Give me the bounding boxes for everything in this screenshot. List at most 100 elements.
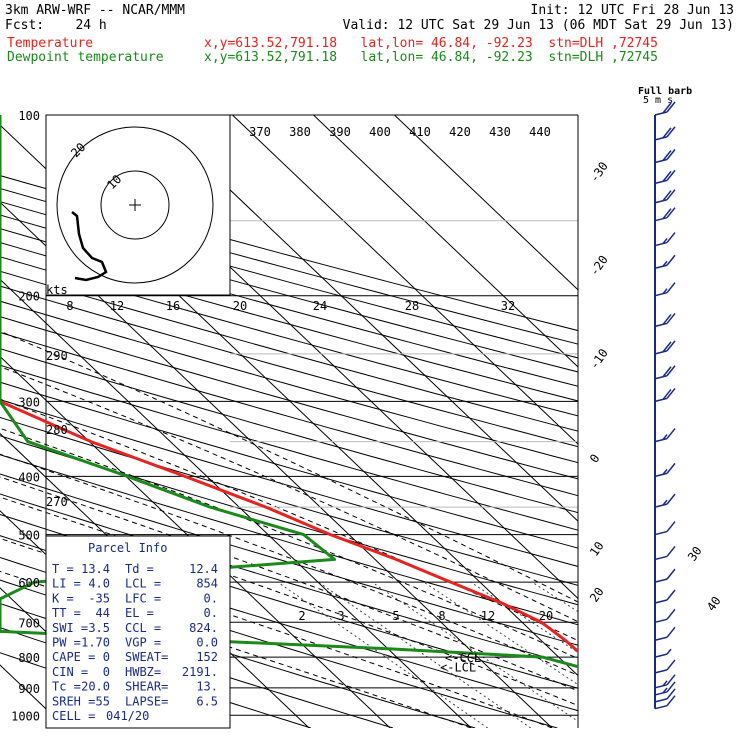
parcel-info-cell: SWEAT= [125,650,168,664]
parcel-info-title: Parcel Info [88,541,167,555]
wind-barb-flag [666,340,676,352]
parcel-info-cell: 12.4 [189,562,218,576]
pressure-tick-label: 500 [18,529,40,543]
isotherm-line [0,201,553,728]
wind-barb-flag [666,365,676,377]
hodograph-axis-label: 28 [405,299,419,313]
axis-labels: 1002003004005006007008009001000-80-70-60… [11,109,724,723]
parcel-info-cell: 824. [189,621,218,635]
wind-barb-staff [654,669,668,674]
wind-barb-half-flag [666,648,672,655]
parcel-info-cell: PW = [52,636,81,650]
dry-adiabat-line [0,416,578,586]
wind-barb-staff [654,374,668,380]
parcel-info-cell: 4.0 [88,577,110,591]
wind-barb-flag [666,626,676,638]
parcel-info-cell: CELL = [52,709,95,723]
dry-adiabat-line [0,473,578,646]
dry-adiabat-line [0,256,578,417]
hodograph-ring [100,170,170,240]
parcel-info-cell: 13. [196,680,218,694]
temperature-profile [0,115,578,654]
valid-time: Valid: 12 UTC Sat 29 Jun 13 (06 MDT Sat … [342,18,734,33]
isotherm-line [394,115,578,291]
wind-barb-flag [666,312,676,324]
wind-barb-flag [666,207,676,219]
pressure-tick-label: 600 [18,576,40,590]
hodograph-axis-label: 8 [66,299,73,313]
dry-adiabat-line [0,331,578,497]
wind-barb-half-flag [662,687,668,694]
wind-barb-half-flag [662,434,668,441]
wind-barb-flag [666,149,676,160]
theta-e-label: 370 [249,125,271,139]
wind-barb-staff [654,530,668,536]
wind-barb-flag [662,208,672,220]
parcel-info-cell: 2191. [182,665,218,679]
dry-adiabat-line [0,228,578,387]
wind-barb-flag [662,170,672,182]
mixing-ratio-label: 12 [481,609,495,623]
wind-barb-staff [654,472,668,478]
init-time: Init: 12 UTC Fri 28 Jun 13 [530,3,735,18]
pressure-tick-label: 900 [18,682,40,696]
wind-barb-flag [662,388,672,400]
wind-barb-flag [666,169,676,181]
hodograph-trace [71,211,108,282]
wind-barb-flag [666,189,676,201]
wind-barb-flag [666,126,676,138]
wind-barb-flag [666,608,676,620]
pressure-tick-label: 100 [18,109,40,123]
wind-barb-flag [662,366,672,378]
wind-barb-staff [654,503,668,508]
wind-barb-flag [666,688,676,700]
hodograph-unit-label: kts [46,283,68,297]
wind-barb-staff [654,698,668,703]
full-barb-label: Full barb [638,86,692,97]
wind-barb-flag [666,101,676,113]
wind-barb-staff [654,350,668,355]
dry-adiabat-line [0,602,394,728]
parcel-info-cell: 20.0 [81,680,110,694]
parcel-info-cell: LAPSE= [125,694,168,708]
wind-barbs [654,101,676,710]
pressure-tick-label: 300 [18,395,40,409]
parcel-info-cell: SWI = [52,621,88,635]
parcel-info-frame [45,535,231,729]
parcel-info-cell: CAPE = [52,650,95,664]
wind-barb-staff [654,653,668,658]
parcel-info-cell: TT = [52,606,81,620]
wind-barb-flag [666,521,676,533]
mixing-ratio-label: 20 [539,609,553,623]
wind-barb-staff [654,111,668,116]
mixing-ratio-label: 2 [298,609,305,623]
parcel-info-box: Parcel Info T = 13.4 Td = 12.4 LI = 4.0 LCL = 85… [45,535,231,729]
isotherm-tick-label: -30 [587,159,611,185]
wind-barb-staff [654,198,668,204]
parcel-info-cell: 3.5 [88,621,110,635]
dry-adiabat-line [0,300,578,464]
dewpoint-location: x,y=613.52,791.18 lat,lon= 46.84, -92.23… [204,50,658,65]
dry-adiabat-label: 280 [46,423,68,437]
wind-barb-staff [654,241,668,247]
wind-barb-half-flag [662,238,668,245]
parcel-info-cell: 44 [96,606,110,620]
parcel-info-cell: SREH = [52,694,95,708]
theta-e-label: 440 [529,125,551,139]
wind-barb-half-flag [662,288,668,295]
pressure-tick-label: 1000 [11,709,40,723]
isotherm-line [313,115,578,368]
isotherm-line [0,355,391,728]
parcel-info-cell: LFC = [125,591,161,605]
parcel-info-cell: 6.5 [196,694,218,708]
dry-adiabat-line [0,493,578,667]
dry-adiabat-line [0,270,578,432]
pressure-tick-label: 200 [18,290,40,304]
wind-barb-staff [654,691,668,696]
wind-barb-flag [666,254,676,266]
wind-barb-staff [654,555,668,561]
wind-barb-flag [662,127,672,139]
theta-e-label: 380 [289,125,311,139]
dewpoint-label: Dewpoint temperature [7,50,164,65]
